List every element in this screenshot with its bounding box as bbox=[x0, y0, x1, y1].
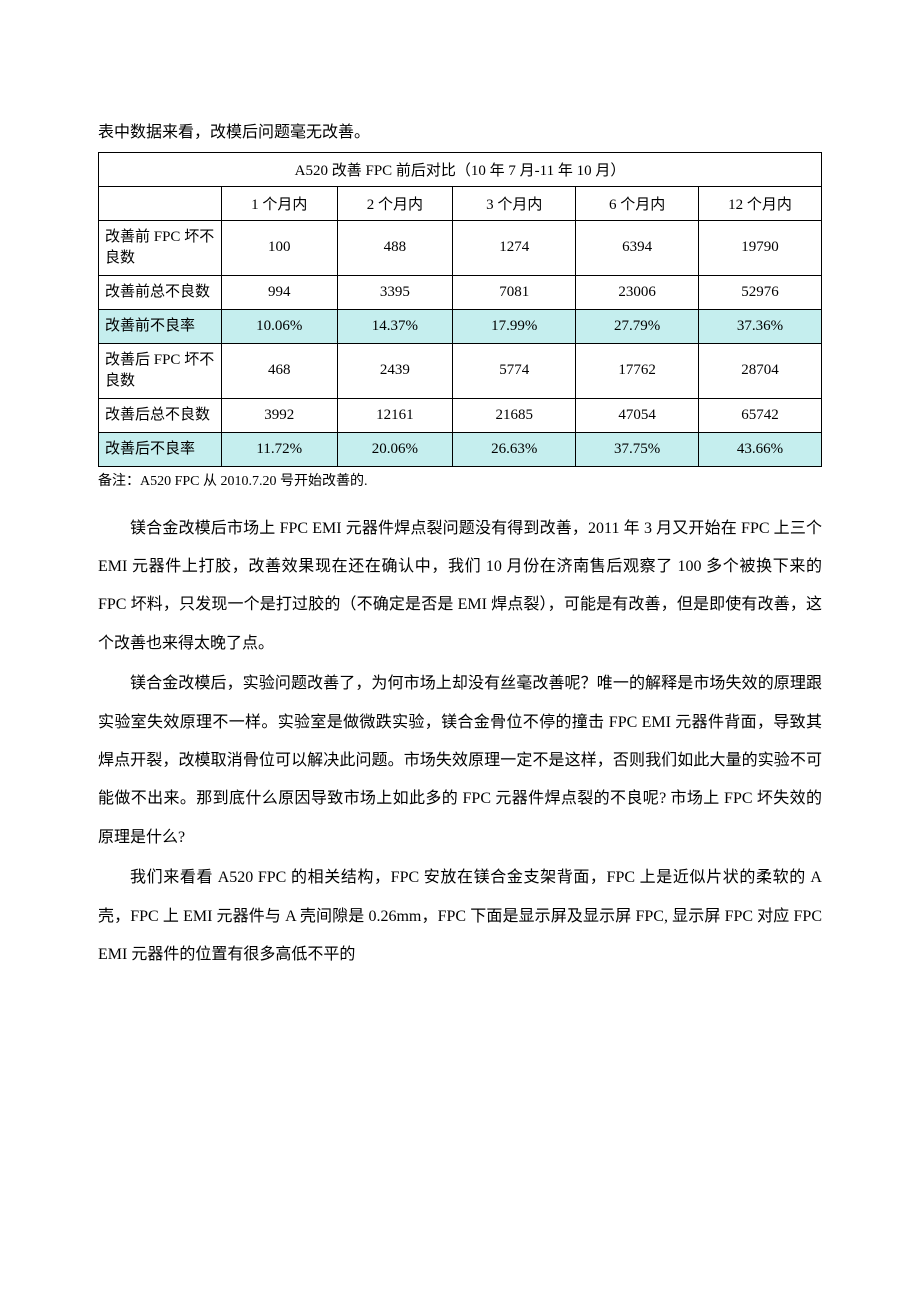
cell: 26.63% bbox=[453, 432, 576, 466]
row-label: 改善后不良率 bbox=[99, 432, 222, 466]
cell: 11.72% bbox=[221, 432, 337, 466]
cell: 20.06% bbox=[337, 432, 453, 466]
row-label: 改善前 FPC 坏不良数 bbox=[99, 220, 222, 275]
cell: 14.37% bbox=[337, 309, 453, 343]
header-col-1: 1 个月内 bbox=[221, 186, 337, 220]
cell: 2439 bbox=[337, 343, 453, 398]
table-note: 备注：A520 FPC 从 2010.7.20 号开始改善的. bbox=[98, 471, 822, 492]
table-header-row: 1 个月内 2 个月内 3 个月内 6 个月内 12 个月内 bbox=[99, 186, 822, 220]
body-paragraph: 我们来看看 A520 FPC 的相关结构，FPC 安放在镁合金支架背面，FPC … bbox=[98, 859, 822, 974]
cell: 28704 bbox=[699, 343, 822, 398]
cell: 21685 bbox=[453, 398, 576, 432]
cell: 52976 bbox=[699, 275, 822, 309]
header-col-3: 3 个月内 bbox=[453, 186, 576, 220]
cell: 10.06% bbox=[221, 309, 337, 343]
cell: 43.66% bbox=[699, 432, 822, 466]
table-row: 改善后总不良数 3992 12161 21685 47054 65742 bbox=[99, 398, 822, 432]
cell: 468 bbox=[221, 343, 337, 398]
cell: 37.36% bbox=[699, 309, 822, 343]
row-label: 改善后 FPC 坏不良数 bbox=[99, 343, 222, 398]
cell: 7081 bbox=[453, 275, 576, 309]
intro-text: 表中数据来看，改模后问题毫无改善。 bbox=[98, 120, 822, 146]
cell: 27.79% bbox=[576, 309, 699, 343]
cell: 23006 bbox=[576, 275, 699, 309]
cell: 5774 bbox=[453, 343, 576, 398]
table-row: 改善前总不良数 994 3395 7081 23006 52976 bbox=[99, 275, 822, 309]
cell: 6394 bbox=[576, 220, 699, 275]
table-title-row: A520 改善 FPC 前后对比（10 年 7 月-11 年 10 月） bbox=[99, 152, 822, 186]
cell: 488 bbox=[337, 220, 453, 275]
table-title: A520 改善 FPC 前后对比（10 年 7 月-11 年 10 月） bbox=[99, 152, 822, 186]
cell: 3395 bbox=[337, 275, 453, 309]
header-col-2: 2 个月内 bbox=[337, 186, 453, 220]
table-row: 改善后不良率 11.72% 20.06% 26.63% 37.75% 43.66… bbox=[99, 432, 822, 466]
row-label: 改善后总不良数 bbox=[99, 398, 222, 432]
cell: 100 bbox=[221, 220, 337, 275]
table-row: 改善前不良率 10.06% 14.37% 17.99% 27.79% 37.36… bbox=[99, 309, 822, 343]
row-label: 改善前总不良数 bbox=[99, 275, 222, 309]
comparison-table: A520 改善 FPC 前后对比（10 年 7 月-11 年 10 月） 1 个… bbox=[98, 152, 822, 467]
cell: 65742 bbox=[699, 398, 822, 432]
table-row: 改善前 FPC 坏不良数 100 488 1274 6394 19790 bbox=[99, 220, 822, 275]
cell: 47054 bbox=[576, 398, 699, 432]
cell: 17.99% bbox=[453, 309, 576, 343]
cell: 1274 bbox=[453, 220, 576, 275]
cell: 12161 bbox=[337, 398, 453, 432]
cell: 994 bbox=[221, 275, 337, 309]
cell: 17762 bbox=[576, 343, 699, 398]
body-paragraph: 镁合金改模后，实验问题改善了，为何市场上却没有丝毫改善呢？唯一的解释是市场失效的… bbox=[98, 665, 822, 857]
table-row: 改善后 FPC 坏不良数 468 2439 5774 17762 28704 bbox=[99, 343, 822, 398]
header-blank bbox=[99, 186, 222, 220]
cell: 19790 bbox=[699, 220, 822, 275]
row-label: 改善前不良率 bbox=[99, 309, 222, 343]
header-col-4: 6 个月内 bbox=[576, 186, 699, 220]
body-paragraph: 镁合金改模后市场上 FPC EMI 元器件焊点裂问题没有得到改善，2011 年 … bbox=[98, 510, 822, 664]
cell: 37.75% bbox=[576, 432, 699, 466]
header-col-5: 12 个月内 bbox=[699, 186, 822, 220]
cell: 3992 bbox=[221, 398, 337, 432]
